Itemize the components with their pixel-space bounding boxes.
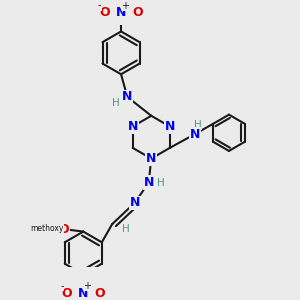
Text: O: O [99, 6, 110, 19]
Text: O: O [94, 287, 105, 300]
Text: N: N [128, 120, 138, 133]
Text: N: N [116, 6, 126, 19]
Text: O: O [61, 287, 72, 300]
Text: methoxy: methoxy [31, 224, 64, 233]
Text: N: N [165, 120, 175, 133]
Text: H: H [122, 224, 130, 234]
Text: O: O [132, 6, 143, 19]
Text: N: N [130, 196, 140, 209]
Text: H: H [194, 120, 201, 130]
Text: O: O [58, 223, 69, 236]
Text: +: + [83, 281, 91, 291]
Text: H: H [112, 98, 120, 108]
Text: N: N [78, 287, 88, 300]
Text: N: N [190, 128, 200, 140]
Text: H: H [158, 178, 165, 188]
Text: N: N [146, 152, 156, 165]
Text: N: N [122, 90, 133, 104]
Text: -: - [98, 1, 101, 10]
Text: +: + [121, 1, 129, 10]
Text: -: - [60, 281, 64, 291]
Text: N: N [144, 176, 154, 189]
